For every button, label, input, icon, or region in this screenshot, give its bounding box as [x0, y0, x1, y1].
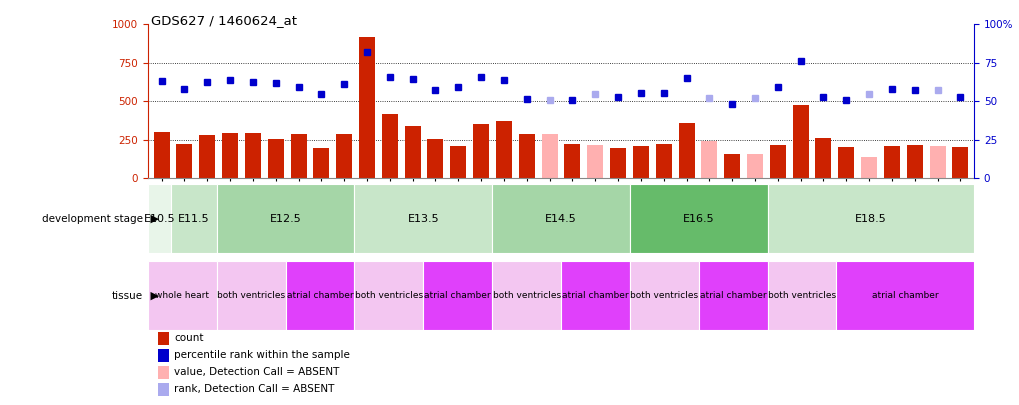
Bar: [405, 126, 420, 178]
Text: atrial chamber: atrial chamber: [871, 291, 937, 300]
Bar: [629, 184, 766, 253]
Bar: [560, 261, 629, 330]
Text: both ventricles: both ventricles: [767, 291, 836, 300]
Bar: [355, 184, 491, 253]
Text: ▶: ▶: [147, 214, 159, 224]
Text: GDS627 / 1460624_at: GDS627 / 1460624_at: [151, 14, 297, 27]
Text: both ventricles: both ventricles: [630, 291, 698, 300]
Bar: [171, 184, 216, 253]
Text: E13.5: E13.5: [407, 214, 439, 224]
Text: both ventricles: both ventricles: [355, 291, 423, 300]
Bar: [148, 184, 171, 253]
Text: tissue: tissue: [111, 291, 143, 301]
Bar: [216, 261, 285, 330]
Bar: [701, 141, 716, 178]
Bar: [792, 105, 808, 178]
Bar: [838, 147, 854, 178]
Bar: [883, 146, 899, 178]
Bar: [541, 134, 557, 178]
Bar: [766, 184, 973, 253]
Bar: [423, 261, 491, 330]
Text: both ventricles: both ventricles: [217, 291, 285, 300]
Text: E11.5: E11.5: [177, 214, 210, 224]
Bar: [176, 144, 193, 178]
Bar: [655, 144, 672, 178]
Text: value, Detection Call = ABSENT: value, Detection Call = ABSENT: [174, 367, 339, 377]
Bar: [836, 261, 973, 330]
Text: atrial chamber: atrial chamber: [286, 291, 353, 300]
Bar: [313, 148, 329, 178]
Bar: [629, 261, 698, 330]
Bar: [952, 147, 967, 178]
Bar: [678, 123, 694, 178]
Text: E12.5: E12.5: [269, 214, 302, 224]
Bar: [519, 134, 534, 178]
Bar: [267, 139, 283, 178]
Bar: [632, 146, 648, 178]
Text: whole heart: whole heart: [155, 291, 209, 300]
Bar: [154, 132, 169, 178]
Bar: [216, 184, 355, 253]
Bar: [587, 145, 602, 178]
Bar: [199, 135, 215, 178]
Bar: [698, 261, 766, 330]
Text: atrial chamber: atrial chamber: [699, 291, 765, 300]
Bar: [285, 261, 355, 330]
Bar: [473, 124, 489, 178]
Bar: [245, 133, 261, 178]
Text: E14.5: E14.5: [544, 214, 577, 224]
Bar: [723, 154, 740, 178]
Bar: [336, 134, 352, 178]
Text: ▶: ▶: [147, 291, 159, 301]
Bar: [222, 133, 237, 178]
Bar: [746, 154, 762, 178]
Bar: [491, 261, 560, 330]
Bar: [359, 36, 375, 178]
Bar: [449, 146, 466, 178]
Text: both ventricles: both ventricles: [492, 291, 560, 300]
Text: atrial chamber: atrial chamber: [561, 291, 628, 300]
Bar: [609, 148, 626, 178]
Text: E10.5: E10.5: [144, 214, 175, 224]
Bar: [495, 121, 512, 178]
Bar: [766, 261, 836, 330]
Text: rank, Detection Call = ABSENT: rank, Detection Call = ABSENT: [174, 384, 334, 394]
Bar: [564, 144, 580, 178]
Text: E18.5: E18.5: [854, 214, 886, 224]
Bar: [491, 184, 629, 253]
Bar: [355, 261, 423, 330]
Bar: [148, 261, 216, 330]
Text: percentile rank within the sample: percentile rank within the sample: [174, 350, 350, 360]
Bar: [290, 134, 307, 178]
Bar: [814, 138, 830, 178]
Bar: [427, 139, 443, 178]
Text: E16.5: E16.5: [682, 214, 714, 224]
Bar: [860, 158, 876, 178]
Bar: [381, 114, 397, 178]
Bar: [769, 145, 785, 178]
Bar: [928, 146, 945, 178]
Bar: [906, 145, 922, 178]
Text: count: count: [174, 333, 204, 343]
Text: development stage: development stage: [42, 214, 143, 224]
Text: atrial chamber: atrial chamber: [424, 291, 490, 300]
